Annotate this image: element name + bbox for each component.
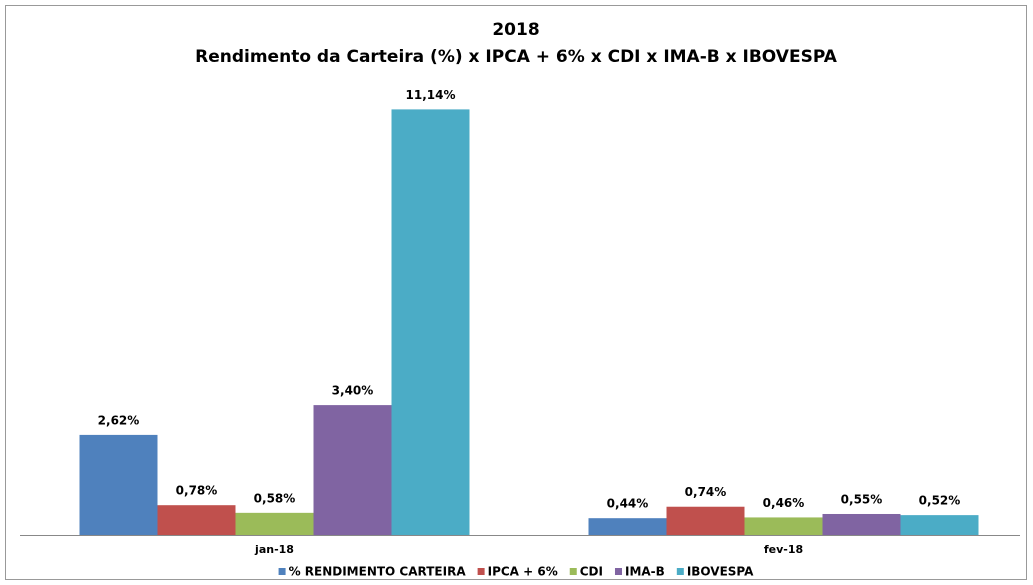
legend-swatch [676, 568, 684, 575]
legend-label: CDI [580, 565, 603, 579]
bar [391, 109, 470, 536]
legend-label: % RENDIMENTO CARTEIRA [289, 565, 467, 579]
data-label: 0,78% [176, 484, 218, 498]
x-tick-label: jan-18 [254, 543, 294, 556]
bar [822, 513, 901, 535]
chart-border [5, 5, 1027, 580]
bar [900, 515, 979, 535]
bar [666, 506, 745, 535]
legend-label: IBOVESPA [687, 565, 754, 579]
bar [79, 434, 158, 535]
bar [588, 518, 667, 535]
legend-swatch [614, 568, 622, 575]
legend-swatch [569, 568, 577, 575]
bar [157, 505, 236, 535]
data-label: 0,52% [919, 494, 961, 508]
chart-subtitle: Rendimento da Carteira (%) x IPCA + 6% x… [195, 47, 838, 67]
legend-swatch [477, 568, 485, 575]
data-label: 2,62% [98, 413, 140, 427]
data-label: 0,46% [763, 496, 805, 510]
legend-label: IPCA + 6% [488, 565, 558, 579]
data-label: 0,55% [841, 492, 883, 506]
data-label: 0,44% [607, 497, 649, 511]
data-label: 11,14% [406, 88, 456, 102]
legend-swatch [278, 568, 286, 575]
data-label: 3,40% [332, 384, 374, 398]
data-label: 0,74% [685, 485, 727, 499]
bar [235, 512, 314, 535]
x-tick-label: fev-18 [764, 543, 803, 556]
bar [313, 405, 392, 535]
bar [744, 517, 823, 535]
legend-label: IMA-B [625, 565, 665, 579]
chart-title: 2018 [492, 20, 539, 40]
data-label: 0,58% [254, 491, 296, 505]
